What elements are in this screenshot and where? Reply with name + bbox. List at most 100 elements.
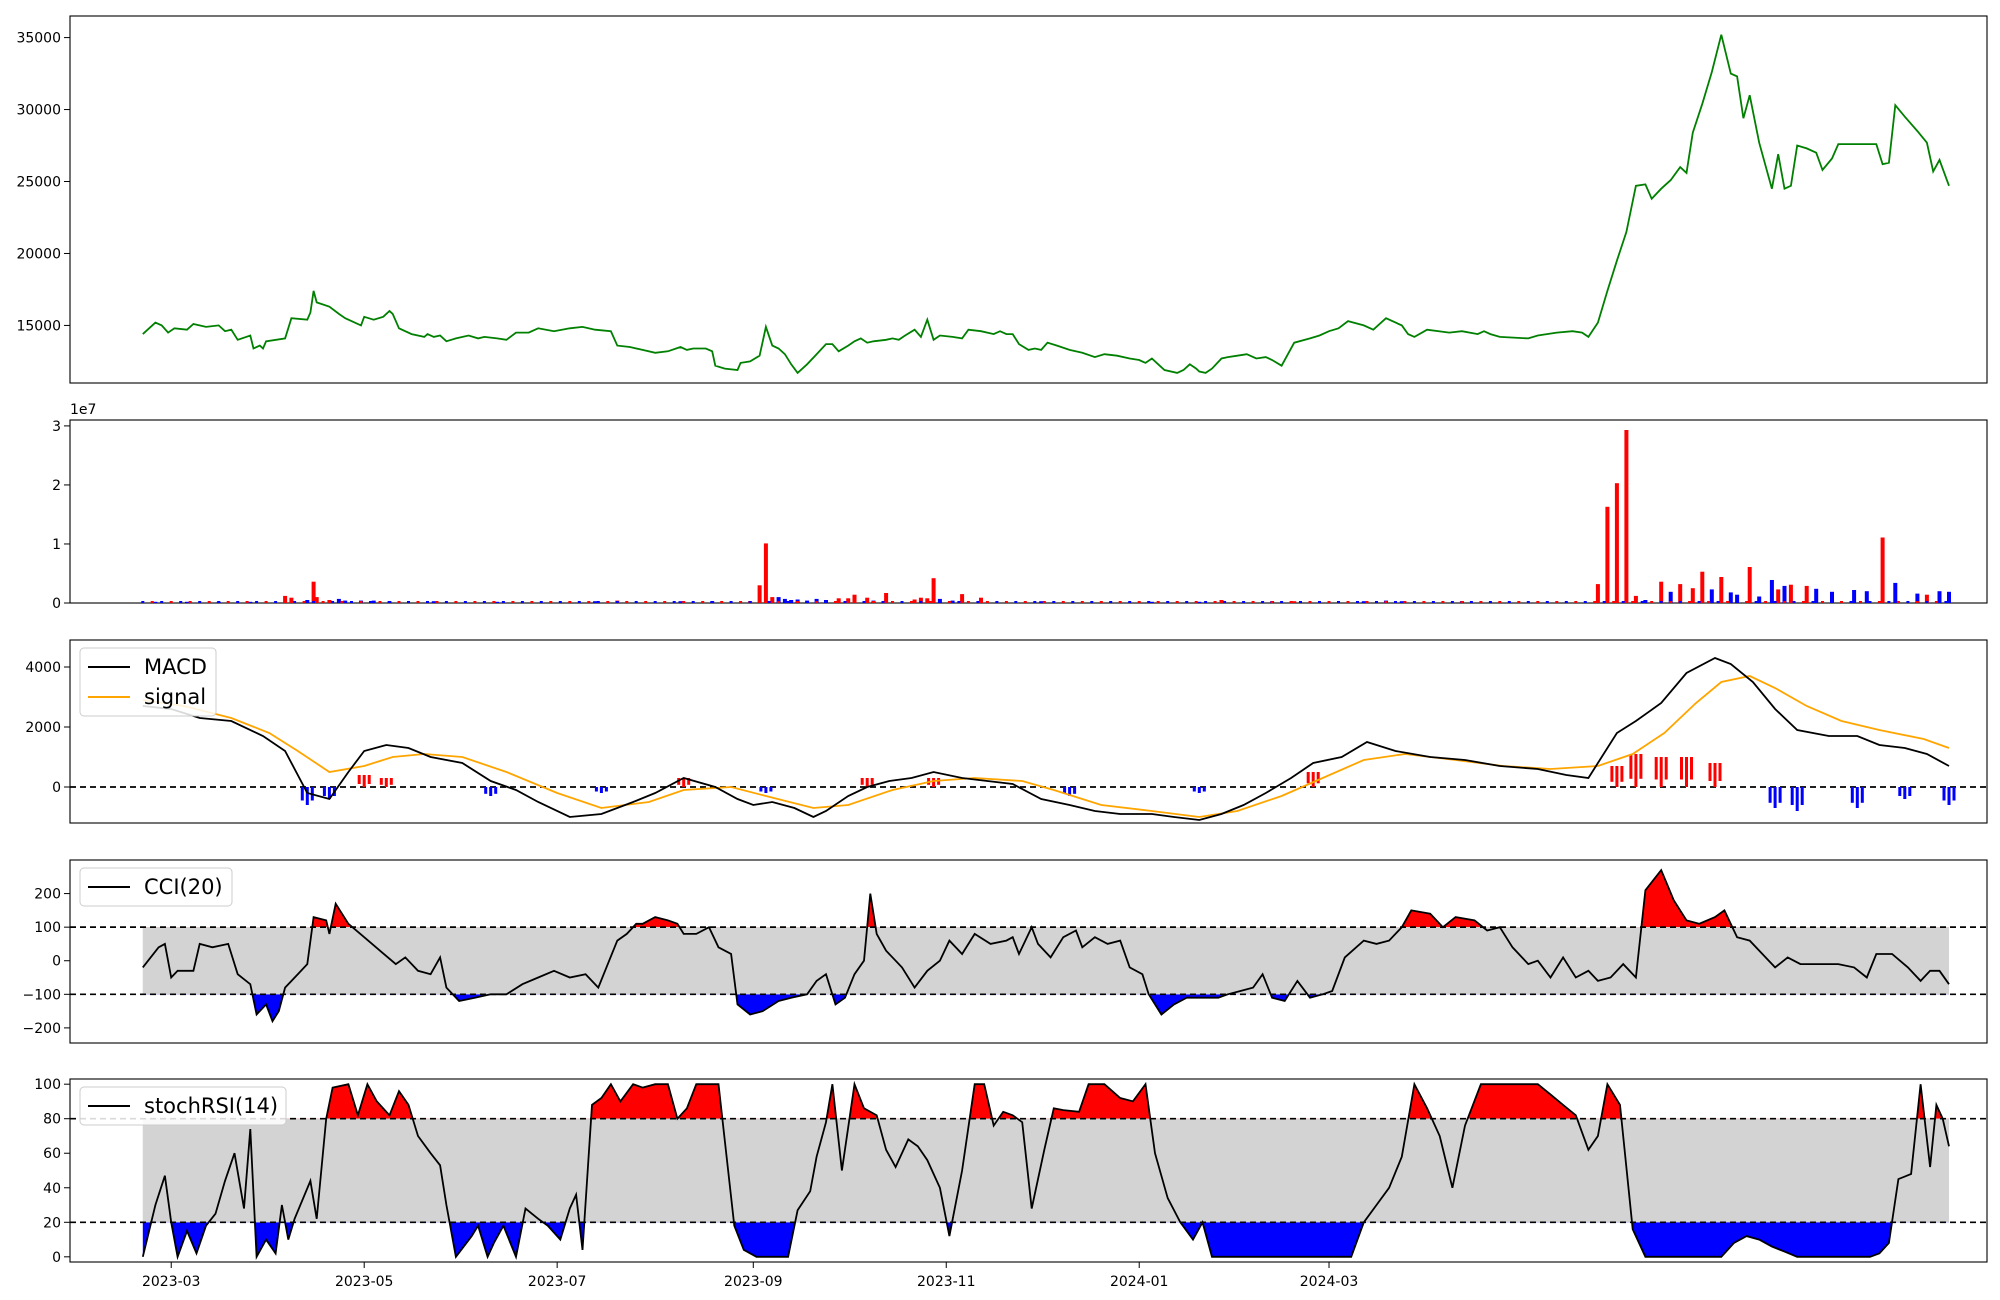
volume-small-bar (1877, 601, 1881, 603)
macd-histogram-down-bar (1850, 787, 1854, 803)
price-series-line (142, 34, 1950, 375)
volume-up-bar (1776, 589, 1781, 603)
volume-small-bar (1564, 601, 1568, 603)
volume-small-bar (1545, 601, 1549, 603)
x-tick-label: 2023-09 (724, 1274, 783, 1290)
macd-histogram-up-bar (389, 778, 393, 785)
volume-down-bar (495, 601, 500, 603)
volume-down-bar (1039, 601, 1044, 603)
stochrsi-legend-box (79, 1086, 287, 1126)
volume-small-bar (179, 601, 183, 603)
volume-small-bar (1308, 601, 1312, 603)
volume-small-bar (1650, 601, 1654, 603)
volume-small-bar (169, 601, 173, 603)
volume-small-bar (653, 601, 657, 603)
volume-small-bar (1156, 601, 1160, 603)
macd-histogram-up-bar (1620, 766, 1624, 782)
volume-small-bar (862, 601, 866, 603)
volume-small-bar (966, 601, 970, 603)
volume-small-bar (1109, 601, 1113, 603)
macd-histogram-up-bar (1680, 757, 1683, 780)
volume-small-bar (672, 601, 676, 603)
volume-up-bar (918, 597, 923, 603)
cci-legend-box (79, 867, 233, 907)
volume-small-bar (1403, 601, 1407, 603)
macd-histogram-down-bar (604, 787, 608, 792)
volume-up-bar (1678, 584, 1683, 603)
volume-small-bar (274, 601, 278, 603)
macd-histogram-up-bar (1664, 757, 1668, 780)
volume-up-bar (1924, 594, 1929, 603)
volume-small-bar (340, 601, 344, 603)
price-y-tick-label: 30000 (16, 103, 61, 119)
volume-small-bar (910, 601, 913, 603)
volume-small-bar (539, 601, 543, 603)
x-tick-label: 2024-03 (1300, 1274, 1359, 1290)
volume-small-bar (1099, 601, 1103, 603)
volume-down-bar (343, 600, 348, 603)
volume-small-bar (1384, 601, 1388, 603)
macd-histogram-down-bar (322, 787, 326, 796)
macd-histogram-up-bar (1690, 757, 1693, 780)
volume-small-bar (1716, 601, 1720, 603)
volume-small-bar (1659, 601, 1663, 603)
volume-small-bar (1213, 601, 1217, 603)
volume-up-bar (925, 598, 930, 603)
volume-down-bar (776, 597, 781, 603)
macd-histogram-up-bar (1311, 772, 1315, 787)
volume-small-bar (815, 601, 819, 603)
volume-small-bar (691, 601, 695, 603)
volume-small-bar (739, 601, 743, 603)
stochrsi-neutral-band (142, 1118, 1950, 1223)
volume-down-bar (1852, 590, 1857, 603)
volume-up-bar (912, 599, 917, 603)
volume-small-bar (1469, 601, 1473, 603)
volume-small-bar (369, 601, 372, 603)
volume-small-bar (388, 601, 391, 603)
volume-small-bar (758, 601, 762, 603)
macd-histogram-down-bar (1073, 787, 1077, 794)
volume-small-bar (1242, 601, 1246, 603)
volume-small-bar (1621, 601, 1625, 603)
volume-up-bar (770, 597, 775, 603)
volume-small-bar (872, 601, 875, 603)
macd-histogram-down-bar (1908, 787, 1912, 796)
volume-small-bar (596, 601, 600, 603)
volume-down-bar (248, 601, 253, 603)
price-y-tick-label: 20000 (16, 246, 61, 262)
volume-small-bar (1631, 601, 1635, 603)
volume-small-bar (1896, 601, 1900, 603)
volume-small-bar (900, 601, 904, 603)
x-tick-label: 2024-01 (1110, 1274, 1169, 1290)
volume-small-bar (1460, 601, 1464, 603)
volume-small-bar (1735, 601, 1739, 603)
volume-small-bar (482, 601, 486, 603)
volume-up-bar (289, 597, 294, 603)
volume-small-bar (938, 601, 942, 603)
macd-histogram-down-bar (1192, 787, 1196, 792)
macd-y-tick-label: 0 (52, 780, 61, 796)
volume-small-bar (824, 601, 828, 603)
volume-small-bar (1090, 601, 1094, 603)
signal-series-line (142, 675, 1950, 818)
volume-small-bar (767, 601, 771, 603)
macd-histogram-down-bar (1860, 787, 1864, 803)
volume-small-bar (1080, 601, 1084, 603)
macd-histogram-down-bar (1952, 787, 1956, 801)
volume-down-bar (153, 601, 158, 603)
volume-small-bar (1375, 601, 1378, 603)
volume-small-bar (1412, 601, 1416, 603)
macd-histogram-down-bar (305, 787, 309, 805)
volume-small-bar (1422, 601, 1426, 603)
volume-small-bar (1887, 601, 1891, 603)
volume-down-bar (431, 601, 436, 603)
volume-small-bar (891, 601, 894, 603)
volume-down-bar (678, 601, 683, 603)
macd-histogram-up-bar (687, 778, 691, 785)
macd-histogram-up-bar (865, 778, 869, 787)
volume-small-bar (1859, 601, 1862, 603)
macd-histogram-down-bar (764, 787, 768, 793)
macd-histogram-down-bar (1855, 787, 1859, 808)
volume-y-tick-label: 3 (52, 419, 61, 435)
volume-small-bar (444, 601, 448, 603)
